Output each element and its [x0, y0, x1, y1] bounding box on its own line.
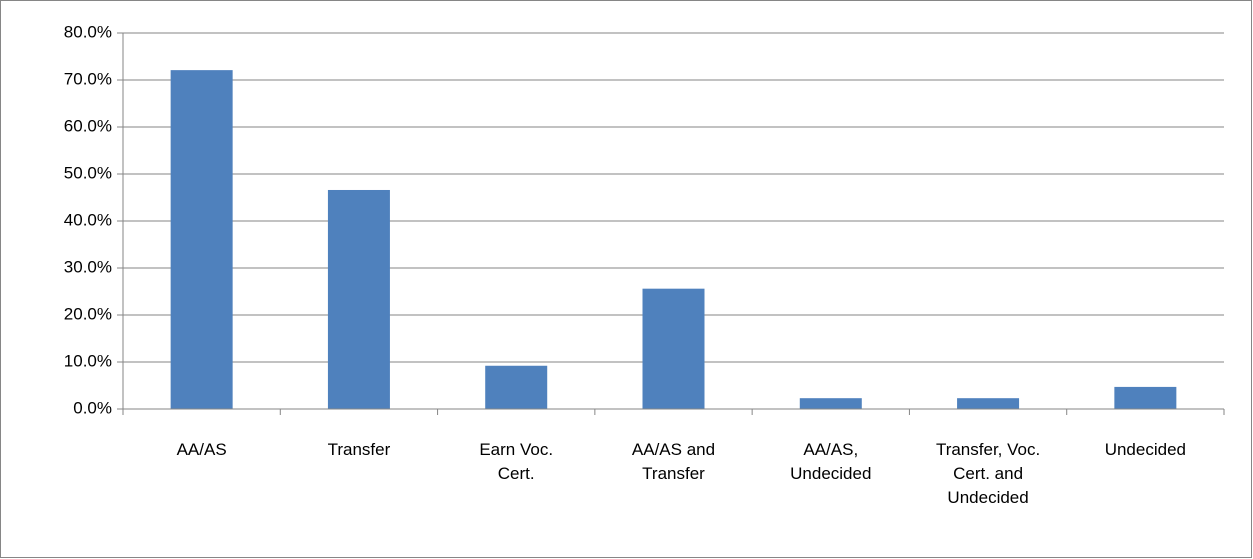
- bar: [170, 70, 233, 409]
- y-tick-label: 10.0%: [64, 351, 112, 370]
- x-tick-label: AA/AS, Undecided: [790, 440, 871, 483]
- y-tick-label: 60.0%: [64, 116, 112, 135]
- x-tick-label: Earn Voc. Cert.: [479, 440, 553, 483]
- x-tick-label: Transfer: [328, 440, 391, 459]
- y-tick-label: 30.0%: [64, 257, 112, 276]
- x-tick-label: AA/AS: [177, 440, 227, 459]
- y-tick-label: 20.0%: [64, 304, 112, 323]
- bar: [642, 288, 705, 409]
- x-tick-label: Transfer, Voc. Cert. and Undecided: [936, 440, 1040, 507]
- y-tick-label: 80.0%: [64, 22, 112, 41]
- bar: [1114, 386, 1177, 409]
- bar: [327, 189, 390, 409]
- x-tick-label: Undecided: [1105, 440, 1186, 459]
- y-tick-label: 70.0%: [64, 69, 112, 88]
- bar: [799, 398, 862, 409]
- bar: [485, 365, 548, 409]
- y-tick-label: 40.0%: [64, 210, 112, 229]
- y-tick-label: 0.0%: [73, 398, 112, 417]
- x-tick-label: AA/AS and Transfer: [632, 440, 715, 483]
- bar: [957, 398, 1020, 409]
- y-tick-label: 50.0%: [64, 163, 112, 182]
